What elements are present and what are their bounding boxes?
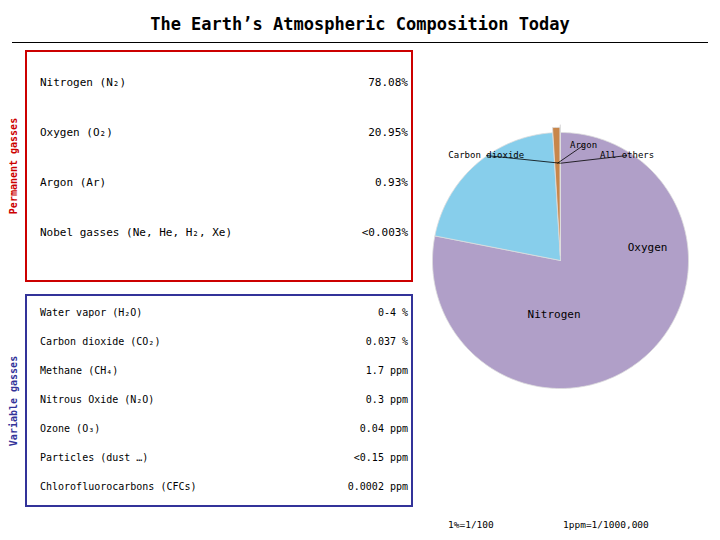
html-text:Ozone (O₃): Ozone (O₃) <box>40 422 101 434</box>
html-text:Methane (CH₄): Methane (CH₄) <box>40 364 119 376</box>
html-text:Nitrous Oxide (N₂O): Nitrous Oxide (N₂O) <box>40 393 155 405</box>
html-text:Permanent gasses: Permanent gasses <box>7 117 19 215</box>
html-text:The Earth’s Atmospheric Compos: The Earth’s Atmospheric Composition Toda… <box>150 14 570 34</box>
html-text:0.04 ppm: 0.04 ppm <box>359 422 408 434</box>
html-text:1%=1/100: 1%=1/100 <box>448 518 494 530</box>
svg-text:Nitrogen: Nitrogen <box>528 308 581 321</box>
html-text:Nitrogen (N₂): Nitrogen (N₂) <box>40 75 127 89</box>
html-text:Nobel gasses (Ne, He, H₂, Xe): Nobel gasses (Ne, He, H₂, Xe) <box>40 225 233 239</box>
html-text:1ppm=1/1000,000: 1ppm=1/1000,000 <box>563 518 649 530</box>
svg-text:Argon: Argon <box>570 140 597 150</box>
html-text:<0.003%: <0.003% <box>361 225 408 239</box>
html-text:20.95%: 20.95% <box>368 125 408 139</box>
svg-text:Oxygen: Oxygen <box>628 241 668 254</box>
html-text:1.7 ppm: 1.7 ppm <box>365 364 408 376</box>
html-text:0.037 %: 0.037 % <box>365 335 408 347</box>
html-text:Chlorofluorocarbons (CFCs): Chlorofluorocarbons (CFCs) <box>40 480 197 492</box>
html-text:Particles (dust …): Particles (dust …) <box>40 451 149 463</box>
html-text:78.08%: 78.08% <box>368 75 408 89</box>
svg-text:Carbon dioxide: Carbon dioxide <box>448 150 524 160</box>
html-text:Argon (Ar): Argon (Ar) <box>40 175 107 189</box>
html-text:Carbon dioxide (CO₂): Carbon dioxide (CO₂) <box>40 335 161 347</box>
html-text:0.3 ppm: 0.3 ppm <box>365 393 408 405</box>
html-text:Water vapor (H₂O): Water vapor (H₂O) <box>40 306 143 318</box>
html-text:0.0002 ppm: 0.0002 ppm <box>347 480 408 492</box>
html-text:0-4 %: 0-4 % <box>377 306 408 318</box>
html-text:<0.15 ppm: <0.15 ppm <box>353 451 408 463</box>
svg-text:All others: All others <box>600 150 654 160</box>
html-text:0.93%: 0.93% <box>374 175 408 189</box>
html-text:Oxygen (O₂): Oxygen (O₂) <box>40 125 113 139</box>
html-text:Variable gasses: Variable gasses <box>7 355 19 446</box>
